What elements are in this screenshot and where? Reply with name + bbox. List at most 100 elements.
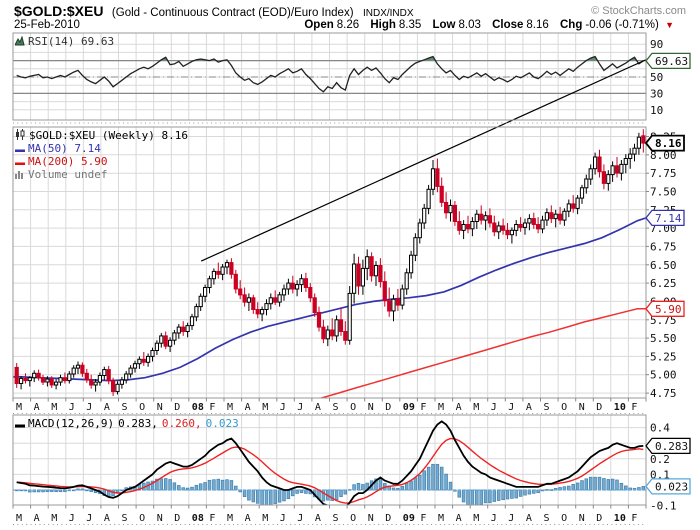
price-legend: $GOLD:$XEU (Weekly) 8.16 MA(50) 7.14 MA(… [15,129,188,181]
svg-text:5.90: 5.90 [655,303,682,316]
svg-text:M: M [438,513,444,524]
svg-text:09: 09 [403,513,415,524]
svg-text:5.50: 5.50 [650,332,677,345]
ohlc-quote: Open 8.26 High 8.35 Low 8.03 Close 8.16 Chg -… [296,19,674,31]
svg-text:0.023: 0.023 [655,480,688,493]
svg-text:N: N [579,402,585,413]
svg-text:M: M [16,402,22,413]
svg-text:J: J [86,513,92,524]
svg-text:N: N [579,513,585,524]
svg-text:S: S [122,402,128,413]
svg-text:D: D [385,402,391,413]
svg-text:J: J [69,402,75,413]
svg-text:F: F [631,402,637,413]
svg-text:50: 50 [650,71,663,84]
svg-text:M: M [51,402,57,413]
svg-text:M: M [227,402,233,413]
svg-text:30: 30 [650,87,663,100]
svg-text:J: J [280,513,286,524]
macd-histogram [13,463,646,505]
svg-text:S: S [544,513,550,524]
trendline-annotation [200,58,649,262]
svg-text:M: M [473,513,479,524]
svg-text:D: D [385,513,391,524]
svg-text:J: J [491,402,497,413]
svg-text:8.16: 8.16 [655,137,682,150]
svg-text:-0.1: -0.1 [650,500,677,513]
symbol-title: $GOLD:$XEU [14,3,104,19]
svg-text:N: N [368,513,374,524]
svg-text:F: F [209,513,215,524]
high-value: 8.35 [398,19,422,31]
chart-header: $GOLD:$XEU (Gold - Continuous Contract (… [14,3,686,19]
ma50-legend-label: MA(50) 7.14 [28,142,101,155]
svg-text:10: 10 [650,104,663,117]
chart-date: 25-Feb-2010 [14,19,80,31]
svg-text:A: A [245,402,251,413]
quote-row: 25-Feb-2010 Open 8.26 High 8.35 Low 8.03 Cl… [14,19,674,34]
svg-text:0.2: 0.2 [650,453,670,466]
macd-main-line [16,420,644,505]
svg-text:J: J [508,402,514,413]
macd-hist-value: 0.023 [205,417,239,430]
x-axis-labels: M A M J J A S O N D 08 F M A M J J A S O N D 09 F M A M J J A S O N D 10 FM… [16,402,637,524]
svg-text:69.63: 69.63 [655,55,688,68]
svg-text:M: M [262,402,268,413]
svg-text:J: J [86,402,92,413]
svg-text:4.75: 4.75 [650,387,677,400]
svg-text:D: D [596,513,602,524]
macd-legend: MACD(12,26,9) 0.283, 0.260, 0.023 [15,417,239,431]
svg-text:A: A [456,402,462,413]
svg-text:N: N [157,513,163,524]
down-arrow-icon: ▼ [665,20,674,30]
svg-text:5.25: 5.25 [650,350,677,363]
low-value: 8.03 [458,19,481,31]
svg-text:A: A [315,513,321,524]
ma50-line-icon [15,143,25,156]
candles-layer [14,129,646,396]
svg-text:A: A [104,402,110,413]
price-legend-label: $GOLD:$XEU (Weekly) 8.16 [29,129,188,142]
svg-text:O: O [139,402,145,413]
close-value: 8.16 [526,19,549,31]
svg-text:08: 08 [192,402,204,413]
svg-text:A: A [34,513,40,524]
macd-signal-value: 0.260, [161,417,202,430]
svg-text:8.00: 8.00 [650,149,677,162]
open-value: 8.26 [336,19,360,31]
svg-text:J: J [491,513,497,524]
svg-text:F: F [631,513,637,524]
symbol-description: (Gold - Continuous Contract (EOD)/Euro I… [111,7,354,19]
candlestick-icon [15,129,26,143]
svg-text:O: O [561,402,567,413]
svg-text:O: O [139,513,145,524]
svg-text:D: D [174,513,180,524]
svg-text:O: O [350,402,356,413]
copyright: © StockCharts.com [591,5,686,17]
svg-text:90: 90 [650,38,663,51]
svg-text:S: S [122,513,128,524]
ma200-line [320,308,646,398]
ma200-line-icon [15,156,25,169]
svg-text:0.283: 0.283 [655,440,688,453]
svg-text:J: J [508,513,514,524]
svg-text:M: M [51,513,57,524]
svg-text:5.75: 5.75 [650,314,677,327]
svg-text:08: 08 [192,513,204,524]
rsi-legend-label: RSI(14) 69.63 [28,35,115,48]
svg-text:M: M [262,513,268,524]
svg-text:A: A [34,402,40,413]
svg-text:J: J [69,513,75,524]
svg-text:7.50: 7.50 [650,185,677,198]
volume-bars-icon [15,169,25,182]
rsi-area-icon [14,35,25,49]
high-label: High [370,19,396,31]
svg-text:09: 09 [403,402,415,413]
svg-text:6.50: 6.50 [650,259,677,272]
svg-text:N: N [368,402,374,413]
ma200-legend-label: MA(200) 5.90 [28,155,108,168]
svg-text:M: M [16,513,22,524]
svg-text:D: D [174,402,180,413]
volume-legend-label: Volume undef [28,168,108,181]
